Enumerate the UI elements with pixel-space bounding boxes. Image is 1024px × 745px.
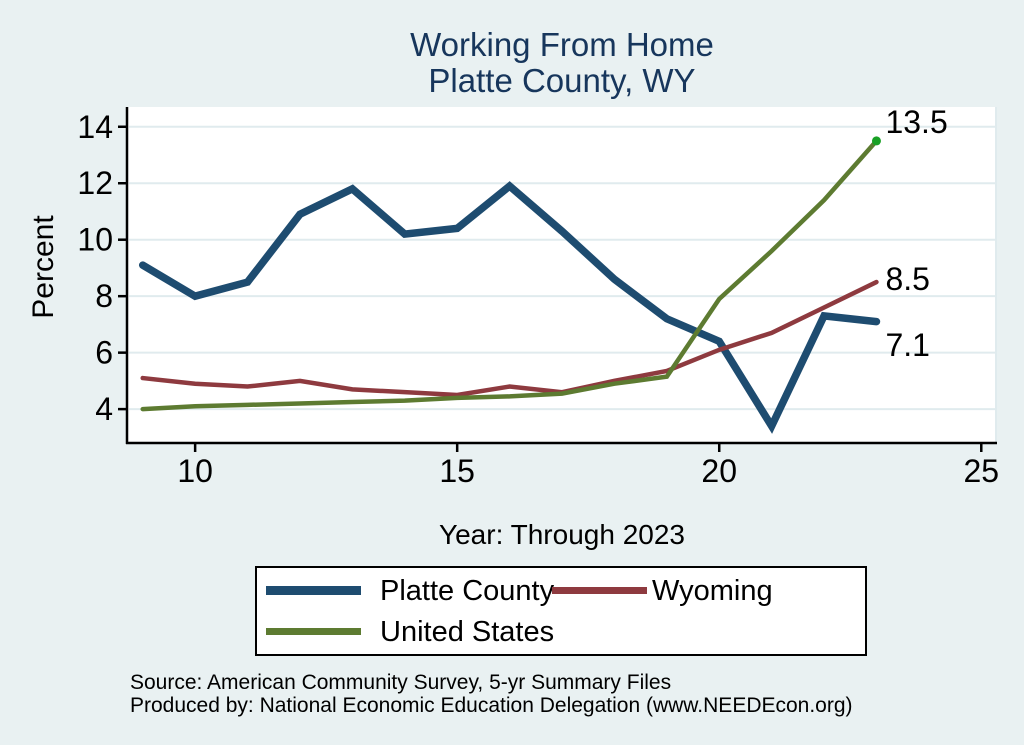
legend-swatch-wyoming (552, 587, 647, 594)
legend-label-united-states: United States (380, 616, 555, 648)
end-value-label-platte-county: 7.1 (885, 326, 930, 363)
x-tick-label-25: 25 (963, 453, 999, 489)
source-line: Source: American Community Survey, 5-yr … (130, 671, 672, 694)
chart-title: Working From Home Platte County, WY (127, 27, 997, 99)
series-line-wyoming (140, 279, 879, 398)
end-marker-united-states (871, 136, 881, 146)
end-value-label-united-states: 13.5 (885, 103, 948, 140)
source-note: Source: American Community Survey, 5-yr … (130, 671, 853, 717)
legend-label-wyoming: Wyoming (652, 575, 773, 607)
chart-title-line2: Platte County, WY (428, 62, 696, 99)
y-tick-label-6: 6 (95, 335, 113, 371)
legend-swatch-platte-county (266, 586, 361, 595)
x-tick-label-10: 10 (177, 453, 213, 489)
series-line-platte-county (138, 181, 881, 434)
legend: Platte County Wyoming United States (255, 566, 867, 656)
plot-background (127, 107, 997, 443)
legend-label-platte-county: Platte County (380, 575, 555, 607)
x-tick-label-20: 20 (701, 453, 737, 489)
y-tick-label-8: 8 (95, 278, 113, 314)
series-line-united-states (140, 138, 879, 412)
legend-swatch-united-states (266, 628, 361, 635)
y-tick-label-12: 12 (77, 165, 113, 201)
y-tick-label-4: 4 (95, 391, 113, 427)
x-axis-title: Year: Through 2023 (439, 519, 685, 550)
end-value-label-wyoming: 8.5 (885, 261, 930, 298)
y-tick-label-14: 14 (77, 109, 113, 145)
plot-area: 10 15 20 25 4 6 8 10 12 14 (77, 107, 999, 489)
x-tick-label-15: 15 (439, 453, 475, 489)
y-axis-title: Percent (27, 215, 60, 319)
produced-by-line: Produced by: National Economic Education… (130, 694, 853, 717)
chart-title-line1: Working From Home (410, 26, 714, 63)
y-tick-label-10: 10 (77, 222, 113, 258)
